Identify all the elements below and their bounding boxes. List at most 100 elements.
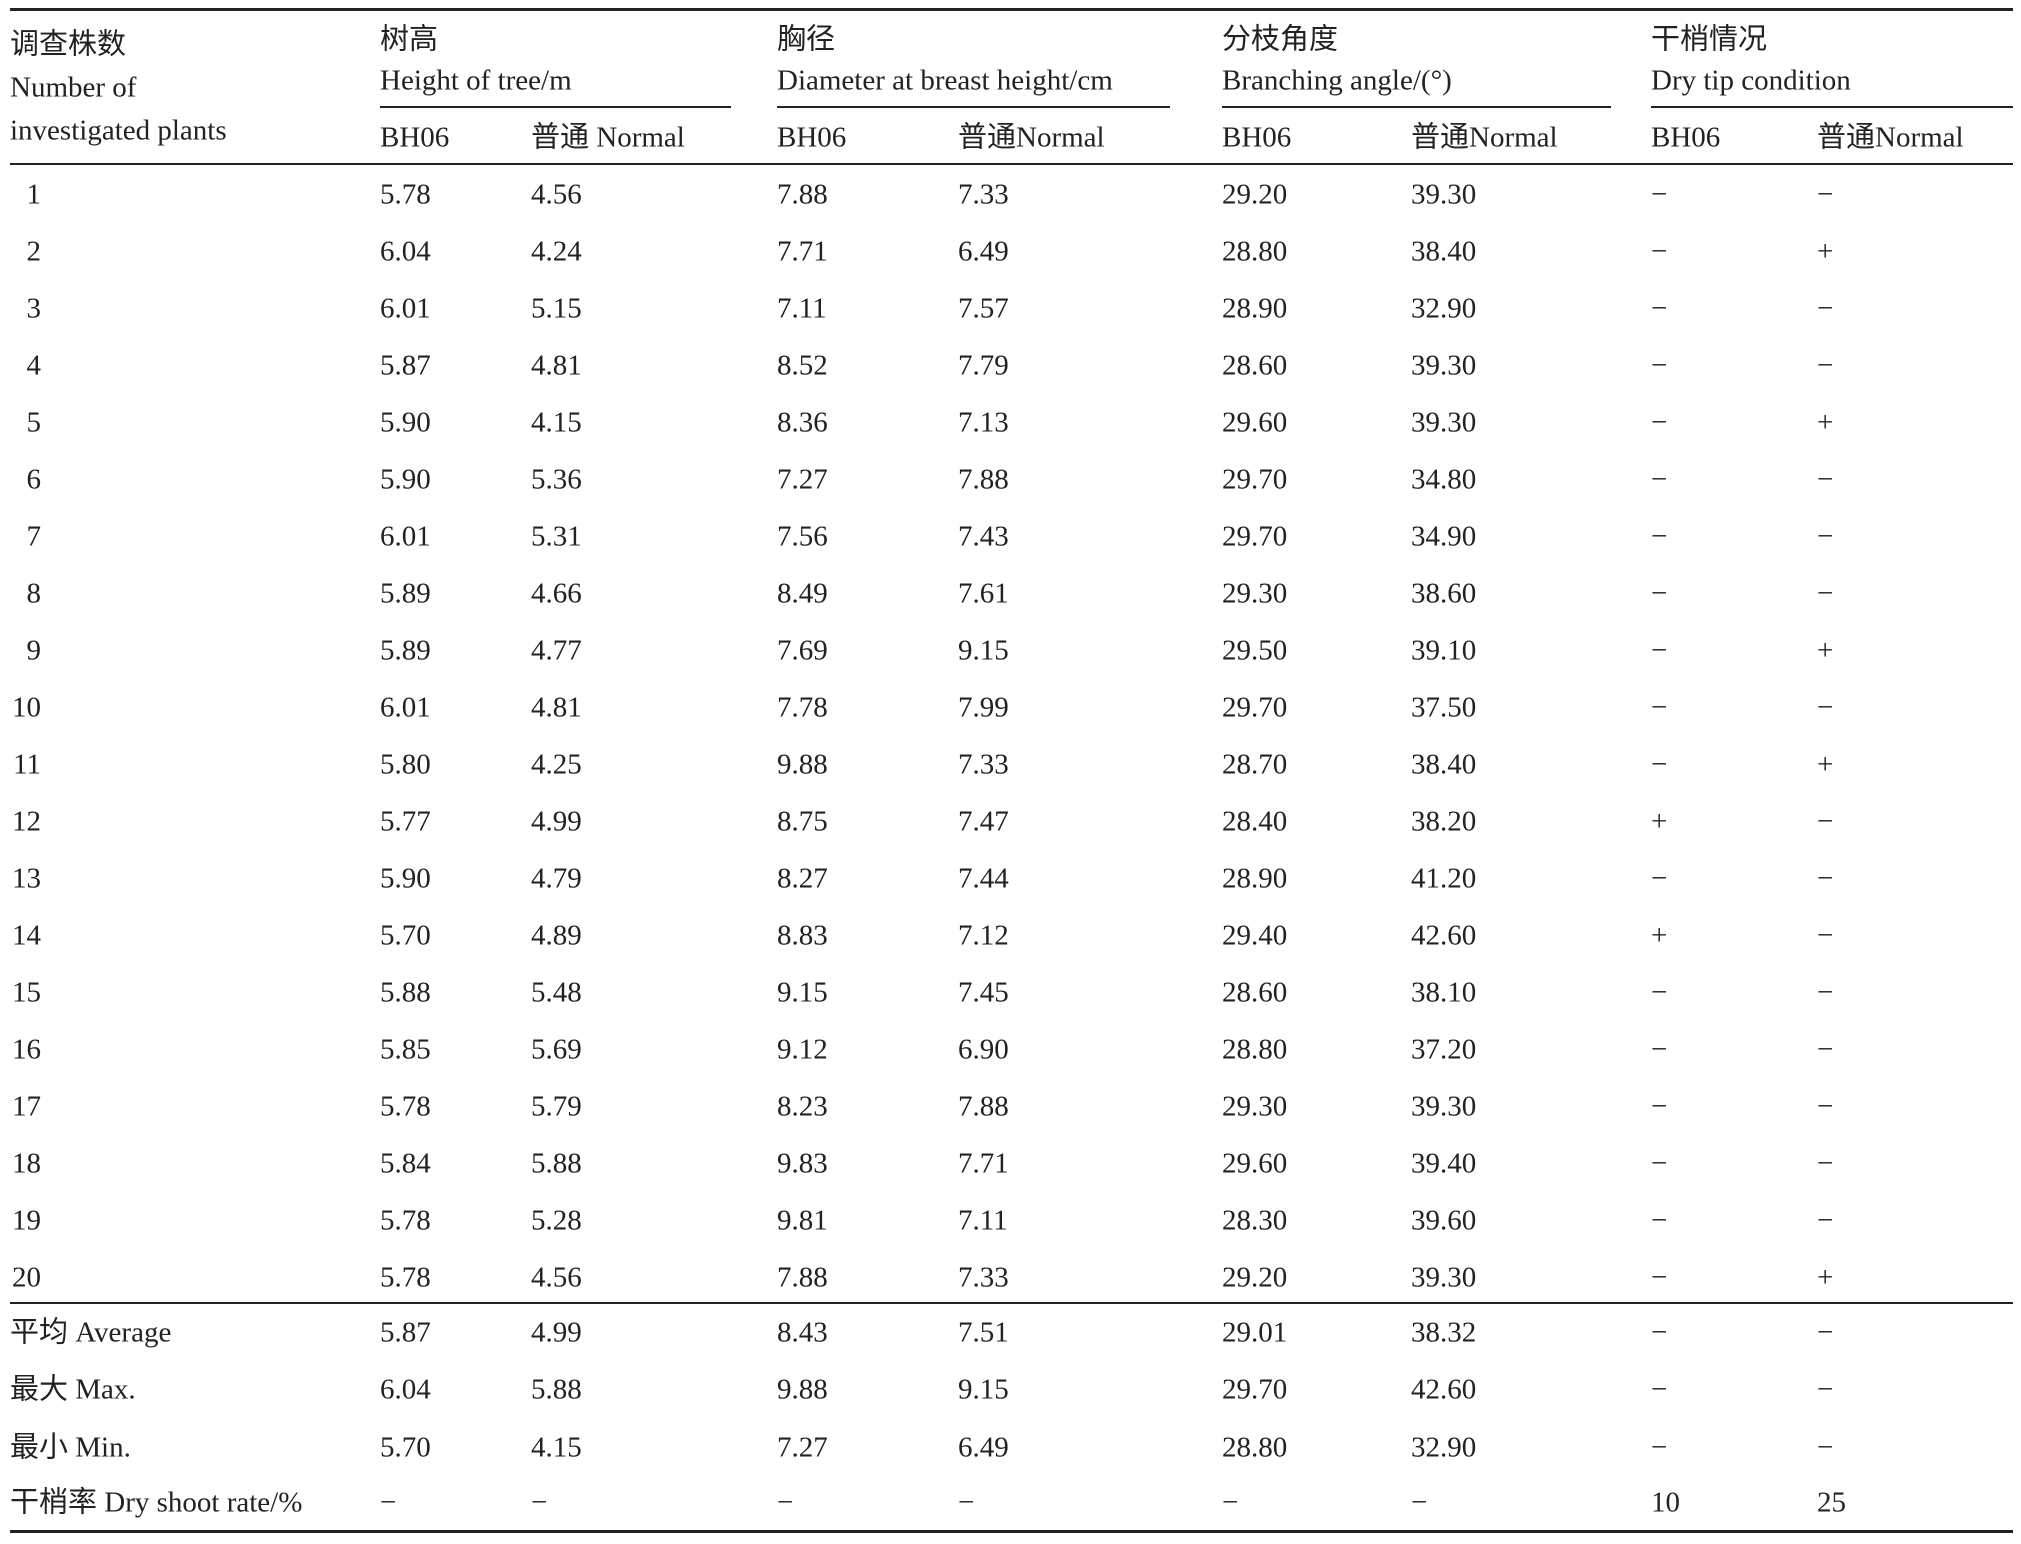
cell: 4.25 — [531, 748, 582, 781]
cell: − — [1817, 919, 1834, 952]
group-rule — [1222, 106, 1611, 108]
cell: 7.88 — [777, 1261, 828, 1294]
row-number: 19 — [12, 1204, 41, 1237]
cell: 5.48 — [531, 976, 582, 1009]
cell: − — [1817, 577, 1834, 610]
cell: 29.40 — [1222, 919, 1288, 952]
group-title-en: Dry tip condition — [1651, 64, 1851, 97]
cell: 7.88 — [958, 1090, 1009, 1123]
cell: 7.71 — [777, 235, 828, 268]
cell: 4.24 — [531, 235, 582, 268]
summary-label: 最大 Max. — [10, 1373, 136, 1406]
row-number: 8 — [26, 577, 42, 610]
summary-cell: 8.43 — [777, 1316, 828, 1349]
cell: 29.70 — [1222, 691, 1288, 724]
cell: + — [1651, 805, 1668, 838]
summary-cell: − — [380, 1486, 397, 1519]
row-number: 12 — [12, 805, 41, 838]
cell: 6.01 — [380, 292, 431, 325]
cell: 5.77 — [380, 805, 431, 838]
bottom-rule — [10, 1530, 2013, 1533]
cell: − — [1651, 748, 1668, 781]
cell: − — [1817, 1147, 1834, 1180]
cell: − — [1817, 1204, 1834, 1237]
cell: 28.40 — [1222, 805, 1288, 838]
cell: 8.83 — [777, 919, 828, 952]
cell: − — [1817, 349, 1834, 382]
cell: − — [1651, 349, 1668, 382]
summary-cell: 25 — [1817, 1486, 1846, 1519]
cell: 9.88 — [777, 748, 828, 781]
cell: 5.88 — [380, 976, 431, 1009]
cell: 6.04 — [380, 235, 431, 268]
cell: 41.20 — [1411, 862, 1477, 895]
cell: 28.60 — [1222, 976, 1288, 1009]
cell: 5.89 — [380, 577, 431, 610]
row-number: 16 — [12, 1033, 41, 1066]
cell: 6.01 — [380, 520, 431, 553]
cell: 39.60 — [1411, 1204, 1477, 1237]
cell: 5.36 — [531, 463, 582, 496]
cell: 6.01 — [380, 691, 431, 724]
row-number: 15 — [12, 976, 41, 1009]
cell: 29.50 — [1222, 634, 1288, 667]
cell: 39.30 — [1411, 406, 1477, 439]
row-header-label: Number of — [10, 71, 137, 104]
summary-cell: 9.88 — [777, 1373, 828, 1406]
row-header-label: investigated plants — [10, 114, 227, 147]
cell: 5.78 — [380, 1204, 431, 1237]
cell: 29.30 — [1222, 1090, 1288, 1123]
cell: − — [1651, 178, 1668, 211]
cell: 28.70 — [1222, 748, 1288, 781]
group-rule — [1651, 106, 2013, 108]
cell: 37.50 — [1411, 691, 1477, 724]
cell: 4.56 — [531, 1261, 582, 1294]
cell: 7.57 — [958, 292, 1009, 325]
summary-cell: 5.70 — [380, 1431, 431, 1464]
cell: − — [1651, 1033, 1668, 1066]
row-number: 20 — [12, 1261, 41, 1294]
header-rule — [10, 163, 2013, 165]
cell: − — [1651, 1090, 1668, 1123]
summary-cell: 42.60 — [1411, 1373, 1477, 1406]
cell: − — [1651, 520, 1668, 553]
cell: 39.30 — [1411, 349, 1477, 382]
cell: 39.10 — [1411, 634, 1477, 667]
cell: 9.15 — [958, 634, 1009, 667]
cell: − — [1651, 976, 1668, 1009]
summary-cell: 6.49 — [958, 1431, 1009, 1464]
cell: − — [1817, 976, 1834, 1009]
top-rule — [10, 8, 2013, 11]
summary-cell: − — [1817, 1431, 1834, 1464]
cell: 4.81 — [531, 349, 582, 382]
cell: 8.27 — [777, 862, 828, 895]
cell: − — [1817, 691, 1834, 724]
cell: − — [1817, 862, 1834, 895]
cell: 4.81 — [531, 691, 582, 724]
cell: − — [1651, 1204, 1668, 1237]
cell: 7.43 — [958, 520, 1009, 553]
cell: + — [1817, 235, 1834, 268]
cell: 7.88 — [777, 178, 828, 211]
cell: − — [1651, 634, 1668, 667]
cell: 7.78 — [777, 691, 828, 724]
cell: 28.60 — [1222, 349, 1288, 382]
cell: 38.10 — [1411, 976, 1477, 1009]
summary-cell: 6.04 — [380, 1373, 431, 1406]
cell: 7.33 — [958, 1261, 1009, 1294]
cell: + — [1817, 406, 1834, 439]
cell: 28.90 — [1222, 292, 1288, 325]
cell: 5.78 — [380, 1261, 431, 1294]
summary-cell: 10 — [1651, 1486, 1680, 1519]
subheader: BH06 — [1651, 121, 1721, 154]
summary-cell: 4.99 — [531, 1316, 582, 1349]
cell: 28.30 — [1222, 1204, 1288, 1237]
row-number: 10 — [12, 691, 41, 724]
summary-cell: − — [1651, 1431, 1668, 1464]
group-title-en: Diameter at breast height/cm — [777, 64, 1113, 97]
cell: − — [1651, 406, 1668, 439]
summary-cell: − — [531, 1486, 548, 1519]
cell: 5.90 — [380, 463, 431, 496]
summary-cell: 38.32 — [1411, 1316, 1477, 1349]
row-number: 2 — [26, 235, 42, 268]
